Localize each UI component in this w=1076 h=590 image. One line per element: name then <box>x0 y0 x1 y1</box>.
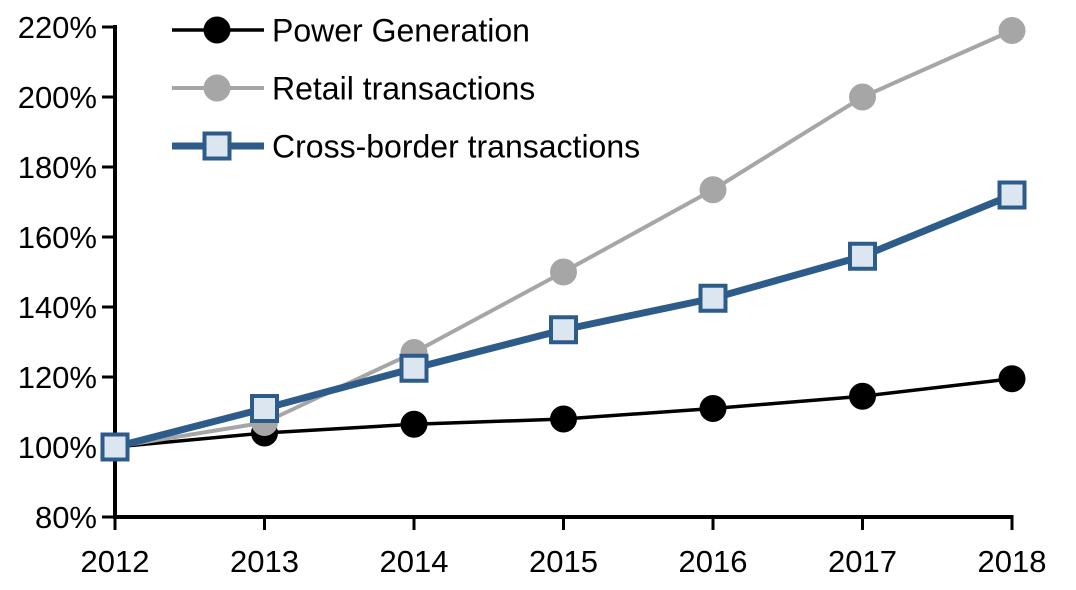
data-point-retail-transactions-2017 <box>849 83 876 111</box>
y-tick-label-160: 160% <box>18 220 97 255</box>
data-point-power-generation-2018 <box>998 365 1026 393</box>
series-cross-border-transactions <box>100 180 1027 462</box>
data-point-cross-border-transactions-2015 <box>549 315 578 345</box>
data-point-cross-border-transactions-2018 <box>997 180 1027 210</box>
x-tick-label-2014: 2014 <box>380 544 449 579</box>
y-tick-label-120: 120% <box>18 360 97 395</box>
series-group <box>100 17 1027 462</box>
y-tick-label-200: 200% <box>18 80 97 115</box>
data-point-retail-transactions-2015 <box>550 258 577 286</box>
x-tick-label-2016: 2016 <box>679 544 748 579</box>
legend-item-cross-border-transactions: Cross-border transactions <box>172 129 640 165</box>
data-point-cross-border-transactions-2016 <box>698 283 728 313</box>
legend: Power Generation Retail transactions Cross… <box>172 13 640 165</box>
legend-marker-retail-transactions <box>203 74 231 102</box>
x-tick-label-2012: 2012 <box>81 544 150 579</box>
y-tick-label-180: 180% <box>18 150 97 185</box>
axes: 80% 100% 120% 140% 160% 180% 200% 220% 2012 2013 2… <box>18 10 1047 579</box>
legend-marker-cross-border-transactions <box>202 131 232 161</box>
y-tick-label-100: 100% <box>18 430 97 465</box>
data-point-cross-border-transactions-2013 <box>250 394 279 423</box>
data-point-power-generation-2016 <box>699 395 727 422</box>
legend-marker-power-generation <box>203 16 231 44</box>
data-point-power-generation-2015 <box>550 405 577 433</box>
data-point-power-generation-2014 <box>400 410 428 438</box>
x-tick-label-2017: 2017 <box>828 544 897 579</box>
data-point-power-generation-2017 <box>849 382 876 410</box>
legend-label-power-generation: Power Generation <box>272 13 530 49</box>
data-point-cross-border-transactions-2017 <box>848 241 877 271</box>
y-tick-label-140: 140% <box>18 290 97 325</box>
legend-item-retail-transactions: Retail transactions <box>172 71 535 107</box>
y-tick-label-80: 80% <box>35 500 97 535</box>
legend-label-retail-transactions: Retail transactions <box>272 71 535 107</box>
x-tick-label-2018: 2018 <box>978 544 1047 579</box>
legend-label-cross-border-transactions: Cross-border transactions <box>272 129 640 165</box>
data-point-cross-border-transactions-2012 <box>100 432 130 462</box>
series-line-retail-transactions <box>114 28 1013 449</box>
data-point-retail-transactions-2016 <box>699 176 727 204</box>
y-tick-label-220: 220% <box>18 10 97 45</box>
legend-item-power-generation: Power Generation <box>172 13 530 49</box>
x-tick-label-2015: 2015 <box>529 544 598 579</box>
x-tick-label-2013: 2013 <box>230 544 299 579</box>
data-point-cross-border-transactions-2014 <box>399 353 429 383</box>
data-point-retail-transactions-2018 <box>998 17 1026 44</box>
